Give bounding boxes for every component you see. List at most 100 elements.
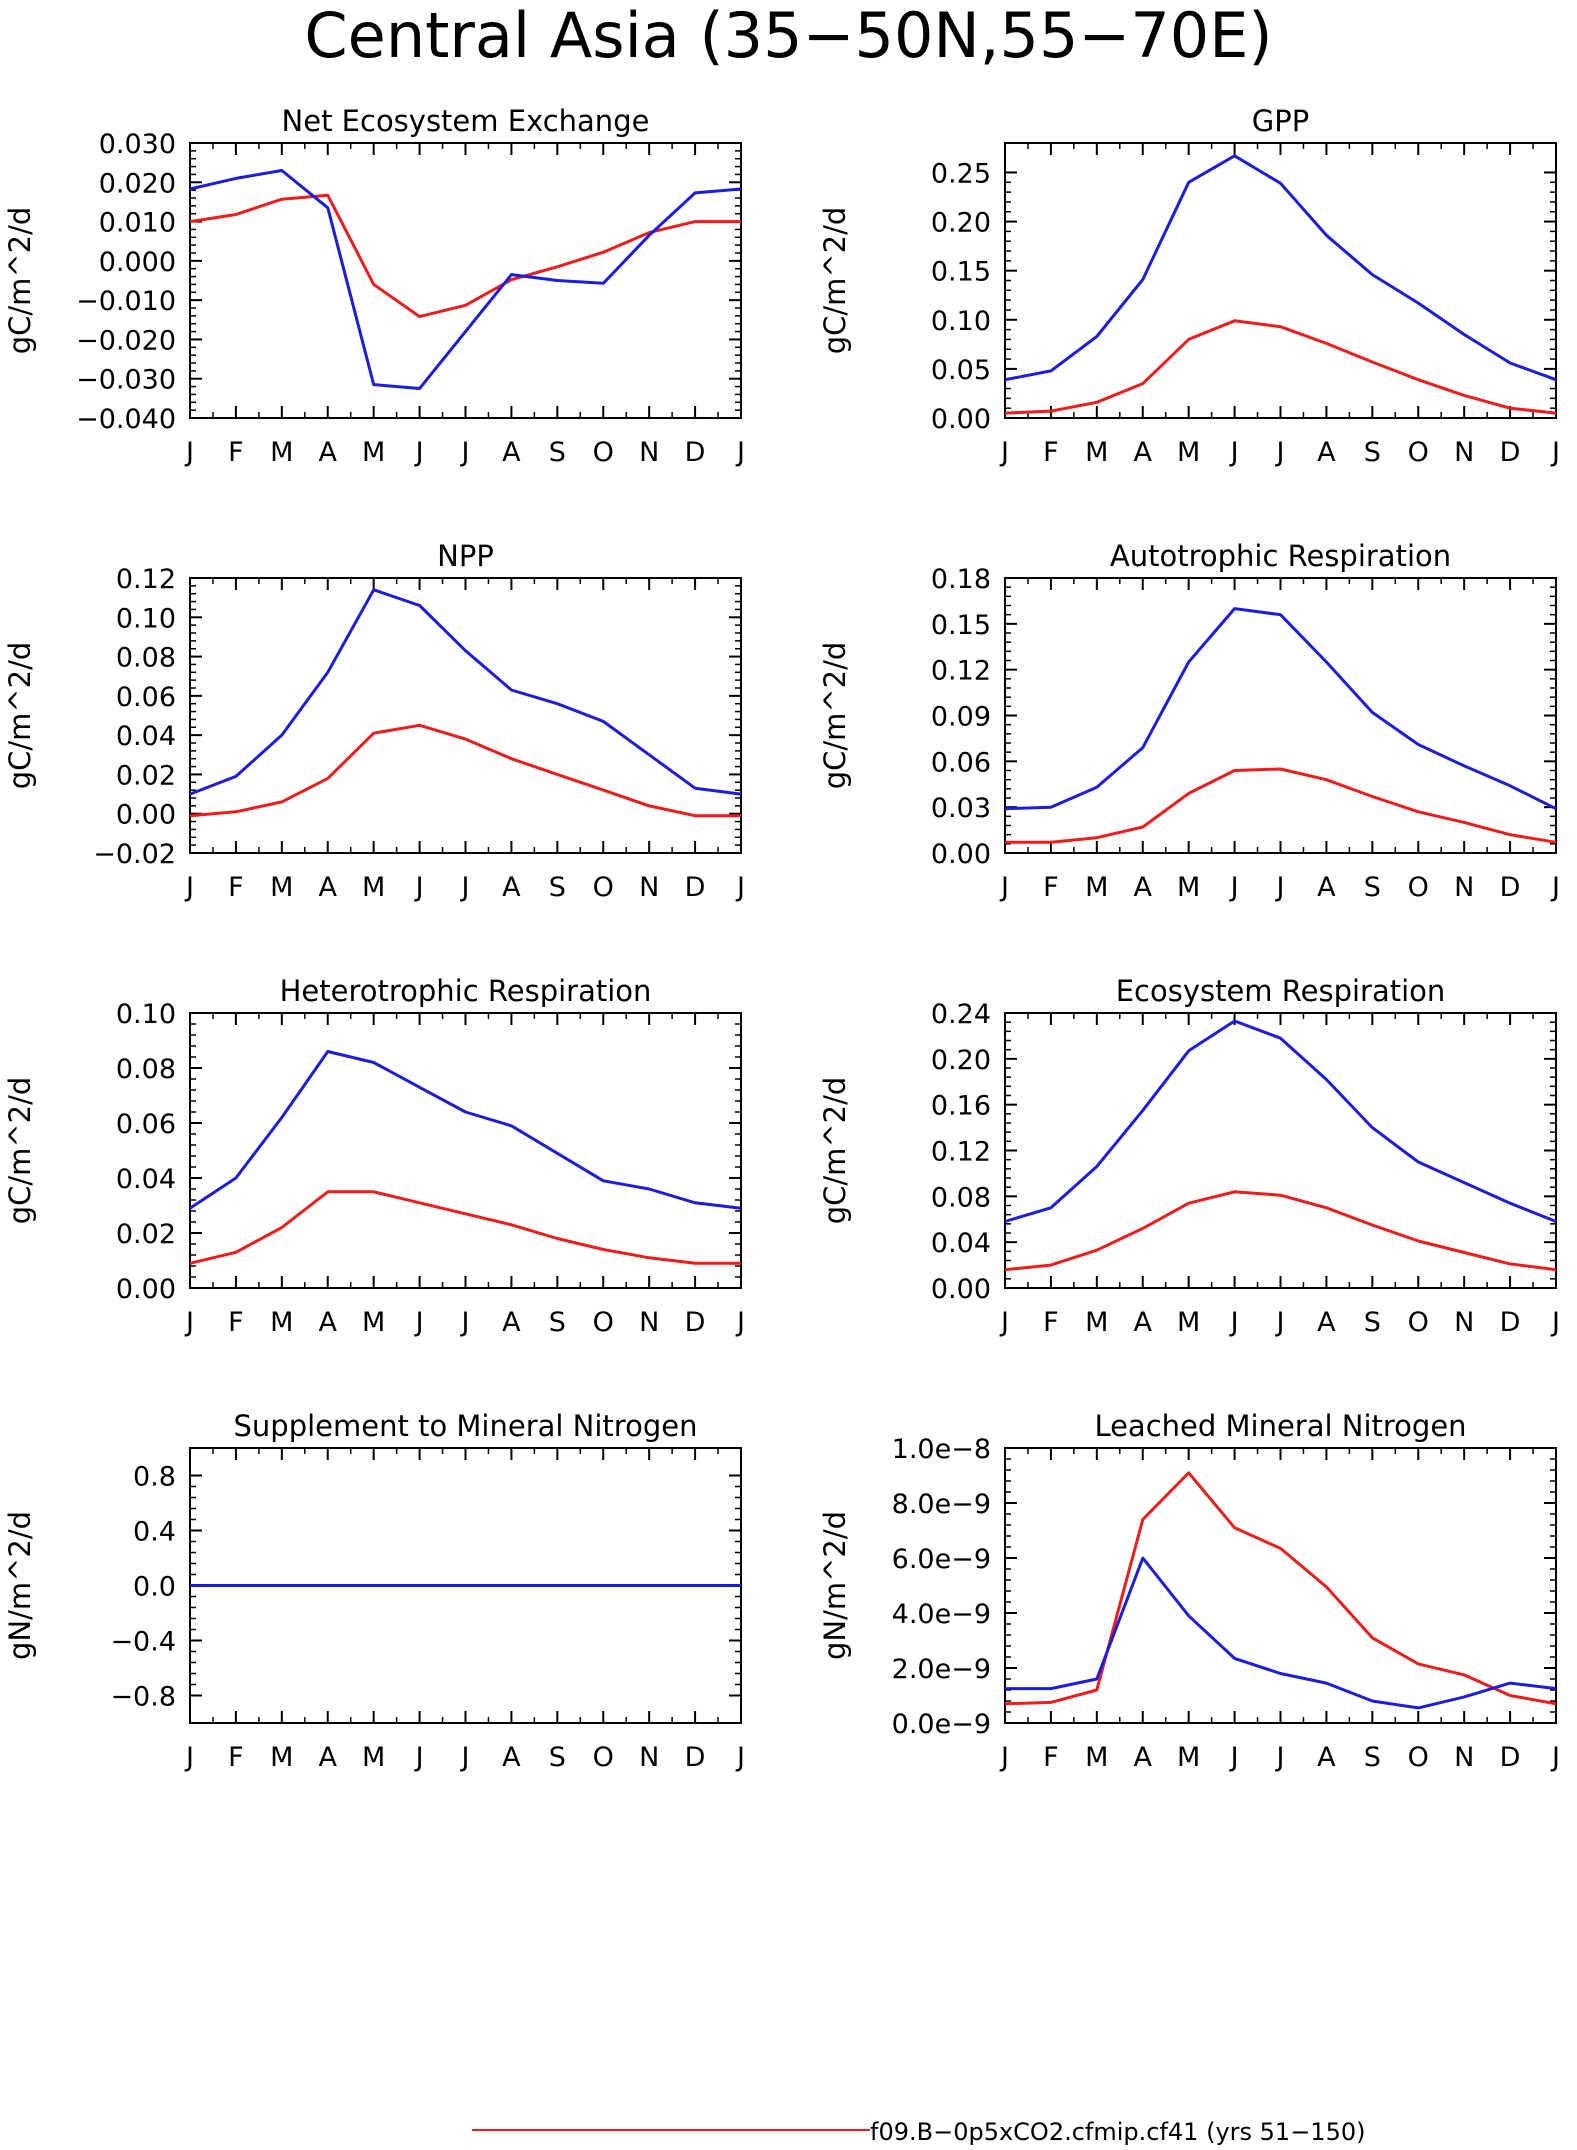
x-tick-label: J <box>1550 872 1560 903</box>
x-tick-label: A <box>1134 872 1153 903</box>
y-axis-label: gC/m^2/d <box>818 207 852 355</box>
x-tick-label: S <box>1364 437 1381 468</box>
y-tick-label: 0.04 <box>116 1164 176 1195</box>
y-axis-label: gN/m^2/d <box>818 1511 852 1660</box>
x-tick-label: J <box>1550 437 1560 468</box>
y-tick-label: 0.08 <box>116 643 176 674</box>
y-axis-label: gC/m^2/d <box>3 207 37 355</box>
y-tick-label: 6.0e−9 <box>892 1544 991 1575</box>
y-tick-label: 0.10 <box>931 306 991 337</box>
y-tick-label: 0.10 <box>116 999 176 1030</box>
x-tick-label: J <box>735 1742 745 1773</box>
y-tick-label: 0.00 <box>116 1274 176 1305</box>
x-tick-label: D <box>685 872 706 903</box>
x-tick-label: J <box>1275 1307 1285 1338</box>
y-tick-label: 4.0e−9 <box>892 1599 991 1630</box>
y-tick-label: 0.20 <box>931 208 991 239</box>
x-tick-label: D <box>1500 872 1521 903</box>
x-tick-label: J <box>460 872 470 903</box>
x-tick-label: J <box>999 437 1009 468</box>
panel-title: NPP <box>437 539 494 573</box>
x-tick-label: D <box>1500 437 1521 468</box>
series-line-red <box>189 193 741 319</box>
series-line-red <box>1005 767 1557 844</box>
x-tick-label: N <box>639 437 659 468</box>
x-tick-label: O <box>593 1742 614 1773</box>
x-tick-label: S <box>549 1742 566 1773</box>
y-tick-label: −0.010 <box>76 286 176 317</box>
plot-frame <box>1004 577 1557 854</box>
y-tick-label: 0.18 <box>931 564 991 595</box>
y-tick-label: 0.4 <box>133 1517 176 1548</box>
x-tick-label: O <box>1408 1307 1429 1338</box>
x-tick-label: M <box>362 1307 385 1338</box>
y-tick-label: 0.04 <box>931 1228 991 1259</box>
panel-title: Heterotrophic Respiration <box>280 974 652 1008</box>
y-tick-label: 0.06 <box>116 682 176 713</box>
y-tick-label: −0.4 <box>110 1627 176 1658</box>
x-tick-label: M <box>1085 1742 1108 1773</box>
x-tick-label: A <box>1317 1307 1336 1338</box>
y-tick-label: 0.25 <box>931 158 991 189</box>
x-tick-label: N <box>639 1742 659 1773</box>
x-tick-label: N <box>1454 437 1474 468</box>
x-tick-label: A <box>1317 872 1336 903</box>
x-tick-label: J <box>184 437 194 468</box>
x-tick-label: J <box>999 1742 1009 1773</box>
x-tick-label: F <box>1043 1742 1059 1773</box>
y-tick-label: −0.8 <box>110 1682 176 1713</box>
x-tick-label: J <box>1229 1742 1239 1773</box>
x-tick-label: M <box>1177 872 1200 903</box>
x-tick-label: N <box>639 872 659 903</box>
plot-frame <box>189 142 742 419</box>
x-tick-label: J <box>735 437 745 468</box>
y-tick-label: 0.06 <box>931 747 991 778</box>
panel-title: Autotrophic Respiration <box>1110 539 1451 573</box>
y-tick-label: 0.0 <box>133 1572 176 1603</box>
x-tick-label: J <box>1229 872 1239 903</box>
x-tick-label: A <box>319 437 338 468</box>
x-tick-label: D <box>685 437 706 468</box>
x-tick-label: D <box>685 1742 706 1773</box>
x-tick-label: J <box>735 1307 745 1338</box>
series-line-blue <box>189 1050 742 1210</box>
x-tick-label: O <box>593 1307 614 1338</box>
x-tick-label: J <box>1275 872 1285 903</box>
x-tick-label: M <box>362 1742 385 1773</box>
x-tick-label: J <box>999 872 1009 903</box>
y-tick-label: 0.16 <box>931 1091 991 1122</box>
x-tick-label: A <box>502 1307 521 1338</box>
x-tick-label: A <box>502 437 521 468</box>
y-axis-label: gC/m^2/d <box>3 642 37 790</box>
x-tick-label: J <box>414 1307 424 1338</box>
x-tick-label: F <box>228 1307 244 1338</box>
series-line-red <box>189 1190 741 1265</box>
x-tick-label: J <box>999 1307 1009 1338</box>
x-tick-label: A <box>1134 1742 1153 1773</box>
y-tick-label: 0.08 <box>931 1182 991 1213</box>
x-tick-label: M <box>270 872 293 903</box>
x-tick-label: A <box>1317 437 1336 468</box>
x-tick-label: A <box>319 1742 338 1773</box>
y-tick-label: 1.0e−8 <box>892 1434 991 1465</box>
y-axis-label: gC/m^2/d <box>818 642 852 790</box>
x-tick-label: S <box>549 872 566 903</box>
x-tick-label: N <box>1454 1742 1474 1773</box>
y-tick-label: 0.12 <box>116 564 176 595</box>
y-tick-label: 0.24 <box>931 999 991 1030</box>
y-tick-label: 0.04 <box>116 721 176 752</box>
y-tick-label: 0.0e−9 <box>892 1709 991 1740</box>
series-line-blue <box>189 588 742 796</box>
x-tick-label: J <box>1550 1742 1560 1773</box>
x-tick-label: M <box>270 1307 293 1338</box>
x-tick-label: J <box>1229 437 1239 468</box>
x-tick-label: J <box>460 1742 470 1773</box>
y-tick-label: 0.06 <box>116 1109 176 1140</box>
y-tick-label: 0.00 <box>931 404 991 435</box>
